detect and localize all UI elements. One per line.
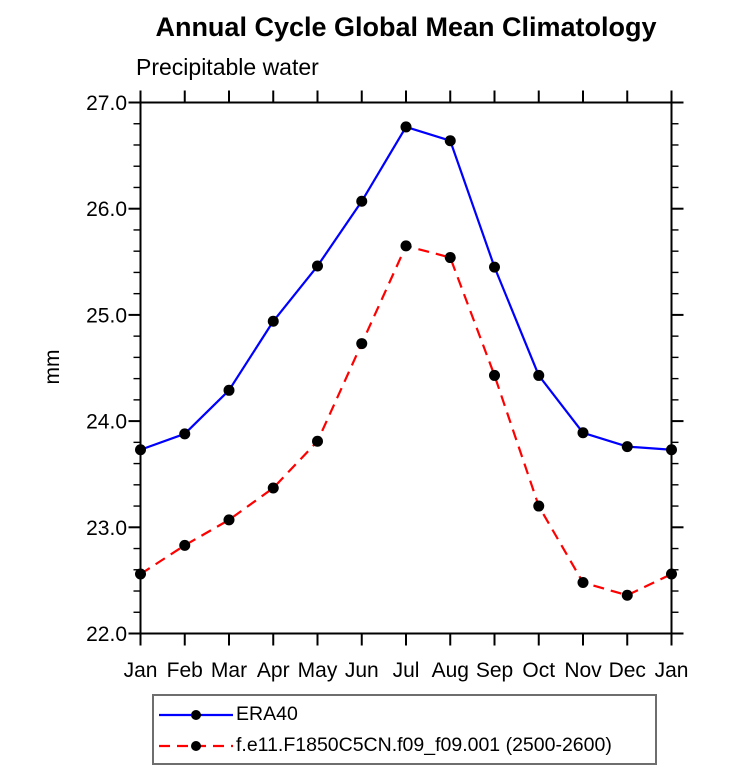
x-tick-label: Dec (609, 659, 646, 682)
x-tick-label: Oct (522, 659, 555, 682)
x-tick-label: Feb (167, 659, 203, 682)
data-point-marker (577, 577, 589, 589)
data-point-marker (179, 539, 191, 551)
legend-label: f.e11.F1850C5CN.f09_f09.001 (2500-2600) (236, 734, 612, 756)
x-tick-label: Sep (476, 659, 513, 682)
x-tick-label: Nov (564, 659, 602, 682)
legend-label: ERA40 (236, 703, 298, 725)
y-tick-label: 26.0 (86, 198, 127, 221)
data-point-marker (400, 240, 412, 252)
x-tick-label: Mar (211, 659, 247, 682)
x-tick-label: May (298, 659, 338, 682)
data-point-marker (621, 441, 633, 453)
data-point-marker (621, 589, 633, 601)
x-tick-label: Jul (393, 659, 420, 682)
chart-title: Annual Cycle Global Mean Climatology (155, 12, 657, 42)
data-point-marker (179, 428, 191, 440)
data-point-marker (444, 135, 456, 147)
legend-item-1: f.e11.F1850C5CN.f09_f09.001 (2500-2600) (154, 730, 655, 761)
data-point-marker (356, 338, 368, 350)
data-point-marker (577, 427, 589, 439)
data-point-marker (400, 121, 412, 133)
data-point-marker (666, 444, 677, 456)
legend-swatch-icon (159, 709, 233, 720)
data-point-marker (267, 315, 279, 327)
data-point-marker (444, 252, 456, 264)
y-tick-label: 23.0 (86, 517, 127, 540)
data-point-marker (356, 195, 368, 207)
plot-frame (139, 101, 673, 635)
y-tick-label: 24.0 (86, 411, 127, 434)
data-point-marker (223, 514, 235, 526)
x-tick-label: Jan (124, 659, 158, 682)
data-point-marker (533, 369, 545, 381)
data-point-marker (489, 261, 500, 273)
x-tick-label: Apr (257, 659, 290, 682)
data-point-marker (135, 568, 146, 580)
y-tick-label: 27.0 (86, 92, 127, 115)
y-tick-label: 25.0 (86, 304, 127, 327)
data-point-marker (666, 568, 677, 580)
data-point-marker (489, 369, 500, 381)
x-tick-label: Aug (432, 659, 469, 682)
chart-subtitle: Precipitable water (136, 54, 319, 80)
legend-item-0: ERA40 (154, 699, 655, 730)
data-point-marker (223, 384, 235, 396)
data-point-marker (312, 435, 323, 447)
x-tick-label: Jun (345, 659, 379, 682)
data-point-marker (533, 500, 545, 512)
data-point-marker (267, 482, 279, 494)
series-line-f-e11-f1850c5cn-f09-f09-001-2500-2600- (139, 244, 672, 597)
y-tick-label: 22.0 (86, 623, 127, 646)
legend: ERA40 f.e11.F1850C5CN.f09_f09.001 (2500-2… (152, 694, 657, 765)
data-point-marker (312, 260, 323, 272)
legend-swatch-icon (159, 740, 233, 751)
series-line-era40 (140, 125, 672, 451)
x-tick-label: Jan (655, 659, 689, 682)
data-point-marker (135, 444, 146, 456)
